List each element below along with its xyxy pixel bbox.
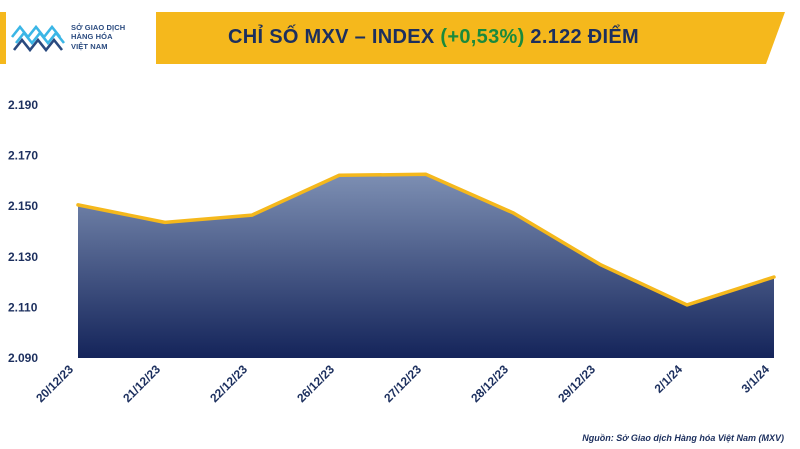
data-point (337, 173, 341, 177)
y-tick-label: 2.150 (8, 199, 38, 213)
source-note: Nguồn: Sở Giao dịch Hàng hóa Việt Nam (M… (582, 433, 784, 443)
logo-line: VIỆT NAM (71, 41, 108, 51)
series-area (78, 174, 774, 358)
data-point (250, 213, 254, 217)
x-tick-label: 3/1/24 (739, 362, 773, 396)
logo-line: HÀNG HÓA (71, 32, 113, 42)
x-tick-label: 26/12/23 (294, 362, 337, 405)
data-point (511, 211, 515, 215)
x-tick-label: 22/12/23 (207, 362, 250, 405)
data-point (598, 262, 602, 266)
title-prefix: CHỈ SỐ MXV – INDEX (228, 26, 435, 48)
mxv-logo-icon (10, 24, 66, 53)
x-tick-label: 28/12/23 (468, 362, 511, 405)
logo-text: SỞ GIAO DỊCH HÀNG HÓA VIỆT NAM (71, 23, 125, 52)
data-point (76, 203, 80, 207)
logo-line: SỞ GIAO DỊCH (71, 22, 126, 32)
x-tick-label: 21/12/23 (120, 362, 163, 405)
x-tick-label: 20/12/23 (33, 362, 76, 405)
data-point (424, 172, 428, 176)
x-tick-label: 27/12/23 (381, 362, 424, 405)
y-tick-label: 2.110 (8, 300, 38, 314)
y-tick-label: 2.190 (8, 98, 38, 112)
y-tick-label: 2.130 (8, 250, 38, 264)
x-tick-label: 29/12/23 (555, 362, 598, 405)
title-change: (+0,53%) (440, 26, 525, 48)
y-tick-label: 2.090 (8, 351, 38, 365)
chart-title: CHỈ SỐ MXV – INDEX (+0,53%) 2.122 ĐIỂM (228, 26, 639, 50)
logo: SỞ GIAO DỊCH HÀNG HÓA VIỆT NAM (6, 10, 156, 64)
data-point (685, 303, 689, 307)
data-point (163, 220, 167, 224)
header: SỞ GIAO DỊCH HÀNG HÓA VIỆT NAM CHỈ SỐ MX… (0, 0, 800, 72)
title-value: 2.122 ĐIỂM (530, 26, 639, 48)
series-line (76, 172, 776, 307)
title-band (0, 12, 785, 64)
y-tick-label: 2.170 (8, 149, 38, 163)
data-point (772, 275, 776, 279)
x-tick-label: 2/1/24 (652, 362, 686, 396)
